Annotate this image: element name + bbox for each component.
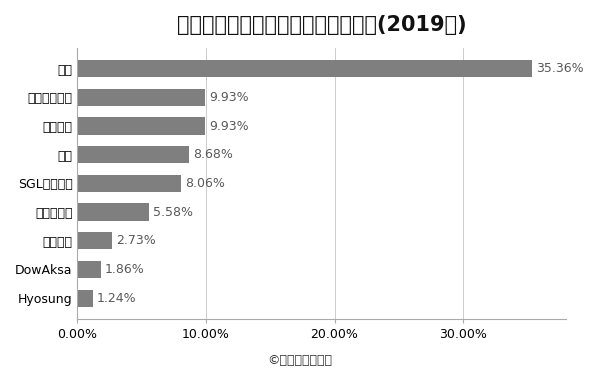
Text: 9.93%: 9.93%: [209, 91, 248, 104]
Text: 8.06%: 8.06%: [185, 177, 225, 190]
Text: 1.86%: 1.86%: [105, 263, 145, 276]
Bar: [77, 146, 189, 163]
Text: 9.93%: 9.93%: [209, 119, 248, 132]
Text: 5.58%: 5.58%: [153, 206, 193, 219]
Bar: [77, 232, 112, 249]
Text: 1.24%: 1.24%: [97, 292, 137, 305]
Text: 35.36%: 35.36%: [536, 62, 584, 75]
Bar: [77, 261, 101, 278]
Bar: [77, 89, 205, 106]
Text: 8.68%: 8.68%: [193, 148, 233, 161]
Bar: [77, 290, 94, 307]
Bar: [77, 60, 532, 77]
Bar: [77, 117, 205, 135]
Bar: [77, 175, 181, 192]
Text: 2.73%: 2.73%: [116, 234, 156, 247]
Bar: [77, 203, 149, 221]
Title: 炭素繊維メーカーの世界市場シェア(2019年): 炭素繊維メーカーの世界市場シェア(2019年): [177, 15, 466, 35]
Text: ©業界再編の動向: ©業界再編の動向: [268, 354, 332, 367]
